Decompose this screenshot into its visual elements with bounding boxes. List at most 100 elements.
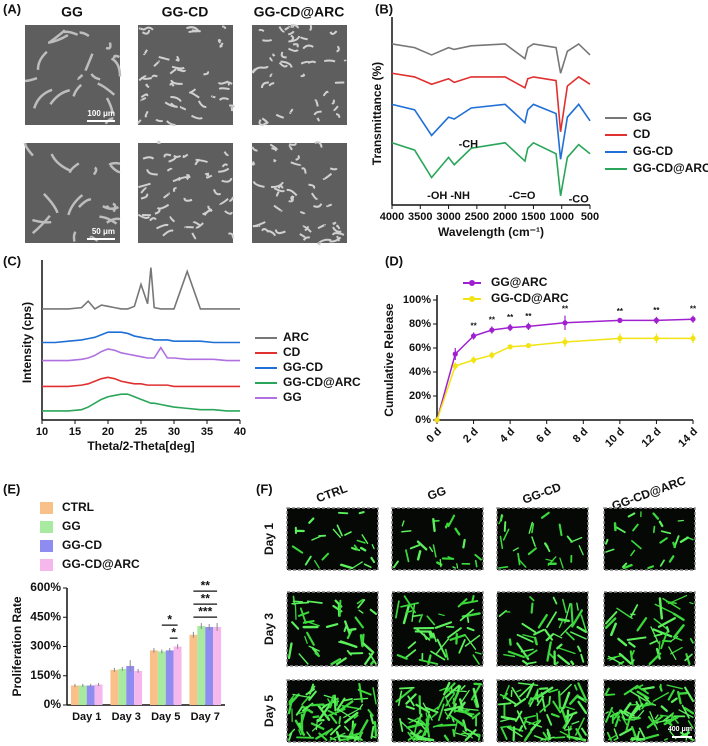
texture (322, 90, 329, 97)
cell (564, 711, 578, 718)
cell (462, 538, 466, 549)
texture (153, 60, 160, 67)
x-tick-label: 35 (201, 426, 213, 438)
cell (562, 598, 567, 614)
marker (617, 317, 623, 323)
cell (425, 718, 431, 738)
cell (610, 622, 617, 637)
cell (402, 604, 411, 625)
cell (657, 617, 676, 628)
cell (307, 685, 316, 694)
texture (267, 229, 277, 237)
cell (531, 536, 536, 547)
column-header: CTRL (314, 481, 349, 505)
cell (577, 682, 588, 701)
cell (517, 682, 539, 687)
texture (290, 25, 295, 28)
cell (292, 693, 313, 699)
texture (258, 28, 265, 33)
image (25, 25, 120, 125)
cell (460, 599, 479, 605)
texture (137, 213, 151, 219)
texture (335, 113, 341, 119)
cell (304, 635, 308, 644)
cell (615, 526, 626, 534)
x-axis-label: Wavelength (cm⁻¹) (438, 225, 544, 239)
y-axis-label: Proliferation Rate (10, 596, 24, 696)
marker (489, 352, 495, 358)
cell (663, 738, 668, 741)
texture (251, 68, 257, 74)
cell (559, 683, 572, 696)
cell (452, 728, 456, 737)
cell (405, 693, 417, 705)
cell (325, 623, 339, 628)
cell (622, 563, 633, 570)
series-line (42, 267, 240, 310)
cell (445, 693, 455, 707)
cell (689, 637, 694, 644)
texture (189, 91, 200, 99)
x-tick-label: Day 7 (191, 711, 220, 723)
cell (460, 685, 466, 691)
texture (146, 169, 158, 176)
cell (619, 727, 634, 737)
micrograph (24, 25, 122, 125)
cell (522, 659, 529, 666)
cell (335, 657, 347, 666)
cell (562, 723, 567, 729)
bar (134, 670, 143, 705)
cell (371, 544, 375, 550)
texture (275, 113, 285, 119)
micrograph (137, 140, 235, 243)
texture (47, 34, 69, 45)
texture (32, 88, 53, 109)
cell (317, 703, 332, 723)
texture (140, 93, 149, 99)
y-tick-label: 450% (30, 609, 61, 623)
x-tick-label: 30 (168, 426, 180, 438)
cell (557, 654, 571, 666)
x-tick-label: 2000 (493, 211, 517, 223)
y-axis-label: Intensity (cps) (20, 302, 34, 383)
texture (304, 226, 310, 232)
annotation: -C=O (509, 190, 536, 202)
legend-label: GG (283, 390, 302, 404)
cell (570, 660, 575, 666)
texture (311, 192, 319, 200)
cell (630, 549, 636, 557)
texture (273, 159, 277, 163)
significance: ** (201, 578, 211, 592)
marker (470, 357, 477, 363)
cell (500, 725, 512, 729)
significance: ** (507, 313, 514, 322)
series-line (42, 331, 240, 344)
legend-label: GG-CD@ARC (633, 161, 708, 175)
texture (270, 181, 284, 188)
cell (525, 683, 534, 699)
cell (570, 631, 587, 640)
cell (557, 617, 570, 623)
cell (291, 545, 304, 554)
texture (299, 210, 306, 215)
y-tick-label: 0% (415, 414, 431, 426)
texture (191, 114, 203, 120)
cell (576, 602, 579, 611)
texture (157, 140, 161, 145)
cell (499, 693, 508, 699)
cell (546, 641, 552, 662)
column-header: GG (61, 4, 83, 20)
cell (407, 695, 415, 707)
cell (474, 651, 482, 655)
fluorescence-image (603, 679, 696, 743)
cell (634, 717, 641, 720)
cell (659, 537, 668, 544)
cell (641, 702, 654, 708)
cell (312, 715, 320, 719)
panel-label: (E) (3, 481, 20, 496)
significance: *** (198, 604, 212, 618)
fluorescence-image (286, 591, 379, 667)
cell (522, 634, 535, 639)
texture (72, 231, 77, 242)
annotation: -OH -NH (427, 190, 470, 202)
